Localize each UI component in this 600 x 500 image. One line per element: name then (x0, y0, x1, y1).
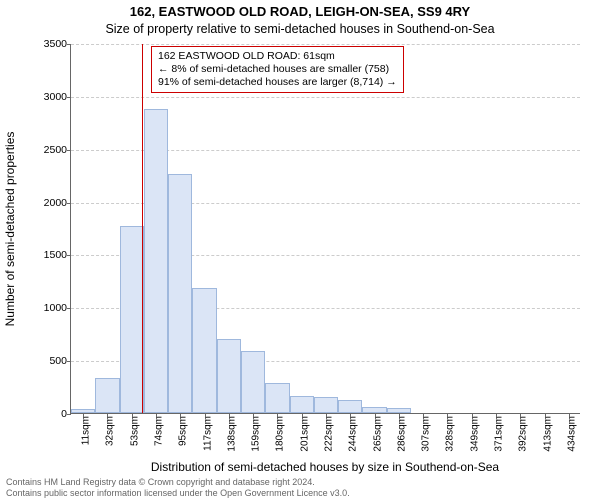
ytick-label: 0 (7, 408, 67, 420)
xtick-label: 349sqm (469, 416, 480, 452)
xtick-label: 392sqm (518, 416, 529, 452)
page-title: 162, EASTWOOD OLD ROAD, LEIGH-ON-SEA, SS… (0, 4, 600, 19)
xtick-label: 434sqm (566, 416, 577, 452)
xtick-label: 32sqm (105, 416, 116, 446)
gridline (71, 44, 580, 45)
xtick-label: 138sqm (226, 416, 237, 452)
histogram-bar (290, 396, 314, 413)
xtick-label: 159sqm (251, 416, 262, 452)
ytick-mark (67, 414, 71, 415)
ytick-mark (67, 361, 71, 362)
xtick-label: 201sqm (299, 416, 310, 452)
xtick-label: 74sqm (154, 416, 165, 446)
histogram-bar (120, 226, 144, 413)
xtick-label: 95sqm (178, 416, 189, 446)
histogram-bar (168, 174, 192, 413)
annotation-line: 162 EASTWOOD OLD ROAD: 61sqm (158, 50, 397, 63)
histogram-bar (241, 351, 265, 413)
ytick-label: 3500 (7, 38, 67, 50)
xtick-label: 265sqm (372, 416, 383, 452)
footer-attribution: Contains HM Land Registry data © Crown c… (6, 477, 350, 498)
ytick-mark (67, 255, 71, 256)
xtick-label: 222sqm (324, 416, 335, 452)
annotation-box: 162 EASTWOOD OLD ROAD: 61sqm← 8% of semi… (151, 46, 404, 93)
footer-line: Contains HM Land Registry data © Crown c… (6, 477, 350, 487)
ytick-mark (67, 150, 71, 151)
marker-line (142, 44, 143, 413)
ytick-label: 500 (7, 355, 67, 367)
ytick-label: 3000 (7, 91, 67, 103)
xtick-label: 328sqm (445, 416, 456, 452)
histogram-bar (314, 397, 338, 413)
xtick-label: 307sqm (421, 416, 432, 452)
xtick-label: 413sqm (542, 416, 553, 452)
ytick-mark (67, 203, 71, 204)
ytick-mark (67, 44, 71, 45)
y-axis-label: Number of semi-detached properties (3, 132, 17, 327)
histogram-bar (338, 400, 362, 413)
ytick-mark (67, 97, 71, 98)
histogram-bar (265, 383, 289, 413)
histogram-bar (217, 339, 241, 413)
ytick-mark (67, 308, 71, 309)
page-subtitle: Size of property relative to semi-detach… (0, 22, 600, 36)
ytick-label: 2000 (7, 197, 67, 209)
xtick-label: 286sqm (396, 416, 407, 452)
histogram-bar (192, 288, 216, 413)
ytick-label: 1500 (7, 249, 67, 261)
xtick-label: 180sqm (275, 416, 286, 452)
xtick-label: 117sqm (202, 416, 213, 451)
xtick-label: 244sqm (348, 416, 359, 452)
gridline (71, 97, 580, 98)
histogram-bar (95, 378, 119, 413)
footer-line: Contains public sector information licen… (6, 488, 350, 498)
xtick-label: 371sqm (494, 416, 505, 452)
annotation-line: ← 8% of semi-detached houses are smaller… (158, 63, 397, 76)
annotation-line: 91% of semi-detached houses are larger (… (158, 76, 397, 89)
ytick-label: 1000 (7, 302, 67, 314)
histogram-bar (144, 109, 168, 413)
xtick-label: 53sqm (129, 416, 140, 446)
histogram-plot: 11sqm32sqm53sqm74sqm95sqm117sqm138sqm159… (70, 44, 580, 414)
ytick-label: 2500 (7, 144, 67, 156)
xtick-label: 11sqm (81, 416, 92, 445)
x-axis-label: Distribution of semi-detached houses by … (70, 460, 580, 474)
